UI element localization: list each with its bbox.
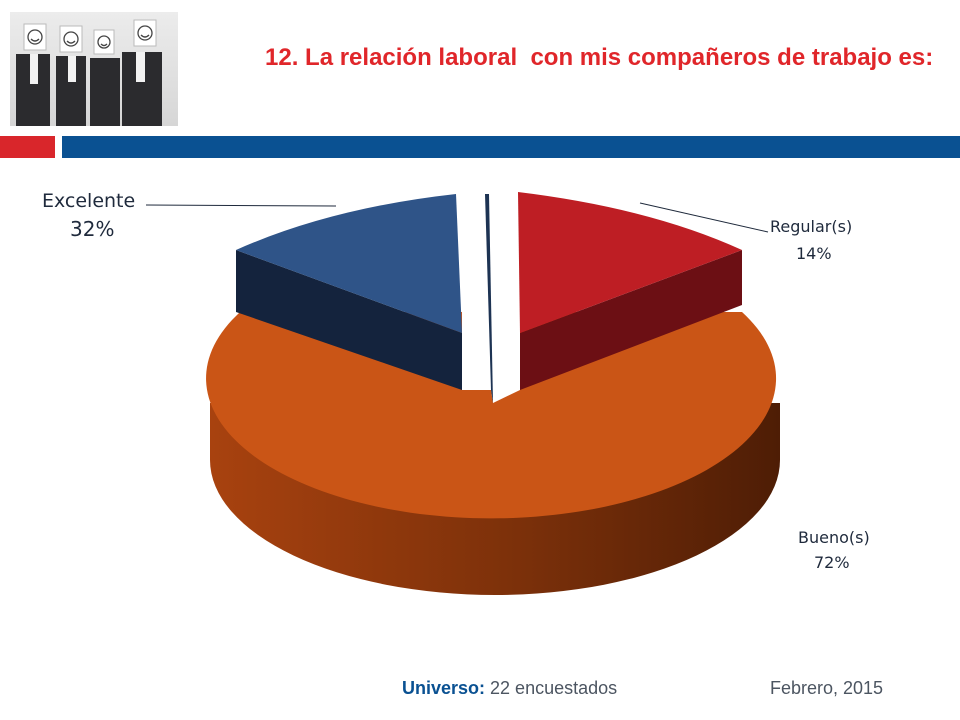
leader-line-excelente xyxy=(145,204,337,207)
footer-date: Febrero, 2015 xyxy=(770,678,884,698)
header-divider-blue xyxy=(62,136,960,158)
pie-slice-bueno-top xyxy=(206,312,777,519)
chart-value-excelente: 32% xyxy=(70,217,114,241)
pie-slice-excelente-side xyxy=(236,250,462,390)
page-title: 12. La relación laboral con mis compañer… xyxy=(265,44,934,71)
header-photo xyxy=(10,12,178,126)
footer-universe-label: Universo: xyxy=(402,678,486,698)
pie-slice-gap-sliver xyxy=(485,194,493,403)
pie-slice-excelente xyxy=(236,194,462,390)
footer-universe: Universo: 22 encuestados xyxy=(402,678,617,699)
leader-line-regular xyxy=(639,202,769,233)
pie-slice-excelente-top xyxy=(236,194,462,333)
pie-slice-regular-side xyxy=(520,250,742,390)
pie-slice-regular-top xyxy=(518,192,742,333)
header-divider-red xyxy=(0,136,55,158)
chart-value-bueno: 72% xyxy=(814,553,850,572)
pie-slice-bueno xyxy=(206,312,780,595)
pie-chart: Excelente 32% Regular(s) 14% Bueno(s) 72… xyxy=(42,190,870,595)
footer-universe-value: 22 encuestados xyxy=(485,678,618,698)
chart-label-excelente: Excelente xyxy=(42,190,135,212)
chart-value-regular: 14% xyxy=(796,244,832,263)
chart-label-bueno: Bueno(s) xyxy=(798,528,870,547)
chart-label-regular: Regular(s) xyxy=(770,217,852,236)
pie-slice-regular xyxy=(518,192,742,390)
people-with-smiley-masks-image xyxy=(16,19,162,126)
